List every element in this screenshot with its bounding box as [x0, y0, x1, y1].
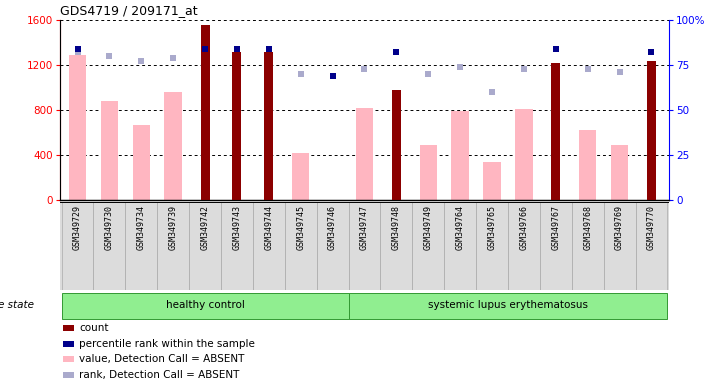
Text: GSM349742: GSM349742 — [201, 205, 210, 250]
Text: GSM349749: GSM349749 — [424, 205, 433, 250]
Text: GSM349745: GSM349745 — [296, 205, 305, 250]
Bar — [292, 153, 309, 200]
Text: GSM349764: GSM349764 — [456, 205, 465, 250]
Text: GSM349765: GSM349765 — [488, 205, 496, 250]
Bar — [221, 202, 253, 290]
Bar — [264, 51, 273, 200]
Text: GDS4719 / 209171_at: GDS4719 / 209171_at — [60, 5, 198, 17]
Bar — [636, 202, 668, 290]
Bar — [285, 202, 316, 290]
Text: GSM349734: GSM349734 — [137, 205, 146, 250]
Bar — [647, 61, 656, 200]
Text: value, Detection Call = ABSENT: value, Detection Call = ABSENT — [80, 354, 245, 364]
Text: systemic lupus erythematosus: systemic lupus erythematosus — [428, 300, 588, 310]
Bar — [508, 202, 540, 290]
Bar — [579, 130, 597, 200]
Bar — [316, 202, 348, 290]
Bar — [551, 63, 560, 200]
Bar — [63, 341, 74, 347]
Text: GSM349769: GSM349769 — [615, 205, 624, 250]
Bar — [157, 202, 189, 290]
Bar — [62, 202, 93, 290]
Bar — [63, 325, 74, 331]
Bar — [69, 55, 86, 200]
Bar — [611, 145, 629, 200]
Bar — [348, 202, 380, 290]
Bar — [93, 202, 125, 290]
Bar — [132, 125, 150, 200]
Bar — [604, 202, 636, 290]
Text: GSM349746: GSM349746 — [328, 205, 337, 250]
Bar — [356, 108, 373, 200]
Bar — [540, 202, 572, 290]
Text: disease state: disease state — [0, 300, 35, 310]
Text: percentile rank within the sample: percentile rank within the sample — [80, 339, 255, 349]
Text: GSM349744: GSM349744 — [264, 205, 273, 250]
Bar — [412, 202, 444, 290]
Bar — [63, 356, 74, 362]
Text: GSM349729: GSM349729 — [73, 205, 82, 250]
Bar — [164, 92, 182, 200]
Text: GSM349747: GSM349747 — [360, 205, 369, 250]
Text: rank, Detection Call = ABSENT: rank, Detection Call = ABSENT — [80, 370, 240, 380]
Bar — [125, 202, 157, 290]
Text: GSM349743: GSM349743 — [232, 205, 242, 250]
Bar — [189, 202, 221, 290]
Text: GSM349767: GSM349767 — [551, 205, 560, 250]
Text: GSM349766: GSM349766 — [520, 205, 528, 250]
Bar — [63, 372, 74, 378]
Text: healthy control: healthy control — [166, 300, 245, 310]
Bar — [572, 202, 604, 290]
Text: GSM349770: GSM349770 — [647, 205, 656, 250]
Bar — [348, 293, 668, 319]
Text: GSM349739: GSM349739 — [169, 205, 178, 250]
Text: GSM349730: GSM349730 — [105, 205, 114, 250]
Bar — [62, 293, 348, 319]
Bar — [419, 145, 437, 200]
Bar — [444, 202, 476, 290]
Bar — [451, 111, 469, 200]
Bar — [253, 202, 285, 290]
Bar — [483, 162, 501, 200]
Bar — [380, 202, 412, 290]
Bar — [476, 202, 508, 290]
Bar — [232, 51, 242, 200]
Bar — [392, 90, 401, 200]
Bar — [201, 25, 210, 200]
Text: GSM349748: GSM349748 — [392, 205, 401, 250]
Text: count: count — [80, 323, 109, 333]
Bar — [101, 101, 118, 200]
Bar — [515, 109, 533, 200]
Text: GSM349768: GSM349768 — [583, 205, 592, 250]
